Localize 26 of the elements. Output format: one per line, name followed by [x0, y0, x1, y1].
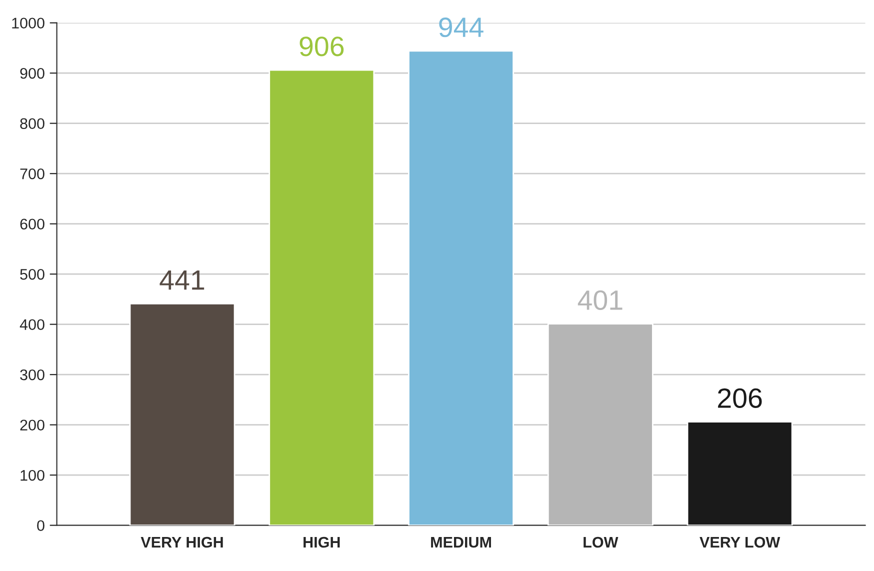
y-tick-label: 600	[20, 218, 44, 230]
y-tick-label: 0	[37, 520, 44, 532]
y-tick-label: 200	[20, 420, 44, 431]
bar	[547, 323, 654, 526]
data-label: 944	[439, 17, 484, 38]
x-tick-label: MEDIUM	[431, 536, 491, 548]
bar	[686, 421, 793, 526]
y-tick-label: 700	[20, 168, 44, 180]
y-tick-label: 1000	[12, 18, 44, 29]
data-label: 401	[578, 290, 622, 310]
data-label: 441	[160, 270, 204, 290]
y-tick-label: 500	[20, 268, 44, 280]
y-tick-label: 900	[20, 68, 44, 79]
y-tick-label: 400	[20, 319, 44, 330]
data-label: 906	[300, 36, 344, 56]
x-tick-label: VERY LOW	[700, 536, 780, 548]
bar	[268, 69, 375, 526]
x-tick-label: HIGH	[304, 536, 340, 548]
x-tick-label: LOW	[584, 536, 618, 548]
bar	[129, 303, 236, 526]
y-tick-label: 800	[20, 118, 44, 130]
x-tick-label: VERY HIGH	[140, 536, 223, 548]
y-tick-label: 300	[20, 369, 44, 380]
bar	[408, 50, 514, 526]
data-label: 206	[718, 388, 762, 408]
y-tick-label: 100	[20, 470, 44, 481]
